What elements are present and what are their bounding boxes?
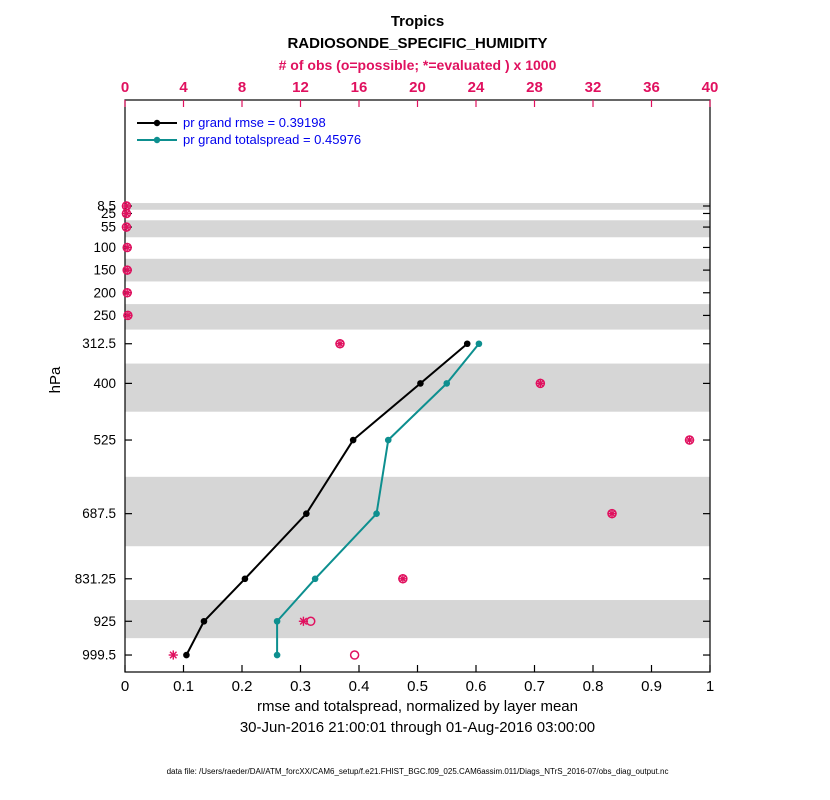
y-tick-label: 831.25 — [75, 571, 116, 586]
data-file-path: data file: /Users/raeder/DAI/ATM_forcXX/… — [166, 767, 669, 776]
obs-evaluated-marker — [124, 311, 132, 320]
x-top-tick-label: 32 — [585, 79, 602, 96]
series-marker-totalspread — [373, 510, 380, 517]
series-marker-rmse — [417, 380, 424, 387]
plot-subtitle: RADIOSONDE_SPECIFIC_HUMIDITY — [287, 35, 548, 52]
x-top-tick-label: 28 — [526, 79, 543, 96]
y-tick-label: 525 — [93, 433, 116, 448]
y-tick-label: 8.5 — [97, 199, 116, 214]
x-top-tick-label: 36 — [643, 79, 660, 96]
x-bottom-tick-label: 0.4 — [349, 678, 370, 695]
obs-possible-marker — [349, 650, 360, 660]
x-top-tick-label: 8 — [238, 79, 246, 96]
layer-band — [125, 258, 710, 282]
legend: pr grand rmse = 0.39198 pr grand totalsp… — [137, 114, 361, 148]
layer-band — [125, 304, 710, 330]
x-bottom-tick-label: 0.6 — [466, 678, 487, 695]
series-marker-rmse — [241, 575, 249, 583]
x-bottom-tick-label: 0.3 — [290, 678, 311, 695]
x-bottom-tick-label: 1 — [706, 678, 714, 695]
x-top-tick-label: 4 — [179, 79, 188, 96]
obs-evaluated-marker — [336, 339, 344, 348]
series-marker-rmse — [349, 436, 357, 444]
x-top-tick-label: 40 — [702, 79, 719, 96]
obs-evaluated-marker — [299, 617, 308, 626]
series-marker-rmse — [303, 510, 310, 517]
obs-evaluated-marker — [685, 436, 694, 444]
y-tick-label: 312.5 — [82, 336, 116, 351]
series-marker-totalspread — [443, 380, 451, 387]
layer-band — [125, 600, 710, 639]
series-marker-rmse — [183, 651, 190, 659]
x-bottom-tick-label: 0.8 — [583, 678, 604, 695]
layer-band — [125, 203, 710, 210]
legend-label-totalspread: pr grand totalspread = 0.45976 — [183, 132, 362, 147]
y-axis-label: hPa — [47, 366, 64, 394]
series-marker-totalspread — [384, 436, 392, 444]
y-tick-label: 999.5 — [82, 648, 116, 663]
x-axis-label: rmse and totalspread, normalized by laye… — [257, 698, 578, 715]
y-tick-label: 925 — [93, 614, 116, 629]
obs-evaluated-marker — [122, 202, 131, 210]
x-top-tick-label: 24 — [468, 79, 485, 96]
x-bottom-tick-label: 0.7 — [524, 678, 545, 695]
obs-evaluated-marker — [123, 243, 131, 252]
plot-title: Tropics — [390, 13, 445, 30]
legend-line-rmse-icon — [137, 118, 177, 128]
legend-entry-totalspread: pr grand totalspread = 0.45976 — [137, 131, 361, 148]
series-marker-totalspread — [311, 575, 319, 583]
obs-evaluated-marker — [399, 575, 407, 583]
y-tick-label: 25 — [101, 206, 116, 221]
legend-label-rmse: pr grand rmse = 0.39198 — [183, 115, 326, 130]
x-top-tick-label: 0 — [121, 79, 129, 96]
x-top-tick-label: 12 — [292, 79, 309, 96]
x-bottom-tick-label: 0.9 — [641, 678, 662, 695]
layer-band — [125, 220, 710, 238]
series-marker-totalspread — [273, 617, 281, 625]
obs-evaluated-marker — [122, 223, 131, 231]
obs-evaluated-marker — [122, 209, 131, 218]
obs-evaluated-marker — [608, 509, 616, 518]
obs-evaluated-marker — [123, 266, 131, 274]
top-axis-label: # of obs (o=possible; *=evaluated ) x 10… — [278, 57, 557, 73]
y-tick-label: 200 — [93, 285, 116, 300]
y-tick-label: 100 — [93, 240, 116, 255]
y-tick-label: 55 — [101, 220, 116, 235]
x-top-tick-label: 20 — [409, 79, 426, 96]
x-bottom-tick-label: 0 — [121, 678, 129, 695]
series-marker-totalspread — [273, 651, 281, 659]
series-marker-rmse — [463, 340, 471, 348]
y-tick-label: 150 — [93, 263, 116, 278]
series-marker-rmse — [200, 617, 208, 625]
obs-evaluated-marker — [169, 651, 178, 659]
y-tick-label: 687.5 — [82, 506, 116, 521]
y-tick-label: 250 — [93, 308, 116, 323]
series-marker-totalspread — [475, 340, 483, 348]
x-bottom-tick-label: 0.5 — [407, 678, 428, 695]
legend-entry-rmse: pr grand rmse = 0.39198 — [137, 114, 361, 131]
x-bottom-tick-label: 0.2 — [232, 678, 253, 695]
obs-evaluated-marker — [123, 289, 131, 297]
layer-band — [125, 476, 710, 547]
date-range: 30-Jun-2016 21:00:01 through 01-Aug-2016… — [239, 719, 596, 736]
layer-band — [125, 363, 710, 412]
legend-line-totalspread-icon — [137, 135, 177, 145]
x-bottom-tick-label: 0.1 — [173, 678, 194, 695]
x-top-tick-label: 16 — [351, 79, 368, 96]
obs-evaluated-marker — [536, 379, 545, 388]
y-tick-label: 400 — [93, 376, 116, 391]
